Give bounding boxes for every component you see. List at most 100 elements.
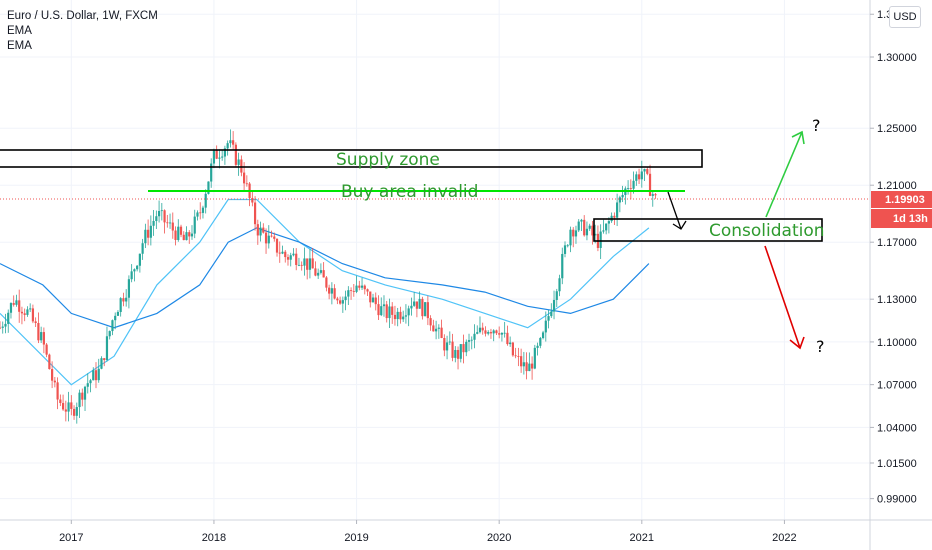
price-tick-label: 0.99000 xyxy=(877,494,917,506)
candle-body xyxy=(580,219,583,222)
candle-body xyxy=(330,288,333,294)
price-tick-label: 1.13000 xyxy=(877,294,917,306)
candle-body xyxy=(166,222,169,224)
candle-body xyxy=(591,225,594,236)
time-tick-label: 2021 xyxy=(630,532,654,544)
last-price-value: 1.19903 xyxy=(885,194,925,206)
candle-body xyxy=(509,342,512,345)
candle-body xyxy=(366,289,369,292)
consolidation-label: Consolidation xyxy=(709,221,825,241)
time-tick-label: 2017 xyxy=(59,532,83,544)
candle-body xyxy=(210,163,213,182)
candle-body xyxy=(322,270,325,278)
candle-body xyxy=(105,336,109,361)
candle-body xyxy=(421,298,424,317)
candle-body xyxy=(445,342,449,351)
candle-body xyxy=(262,227,265,233)
candle-body xyxy=(314,268,317,276)
bearish-arrow xyxy=(764,245,805,350)
candle-body xyxy=(70,402,73,409)
candle-body xyxy=(188,232,191,237)
candle-body xyxy=(7,312,10,324)
candle-body xyxy=(26,309,29,315)
candle-body xyxy=(308,258,312,270)
candle-body xyxy=(440,327,443,338)
candle-body xyxy=(45,344,48,355)
price-tick-label: 1.21000 xyxy=(877,180,917,192)
candle-body xyxy=(404,315,408,317)
candle-body xyxy=(4,323,7,327)
candle-body xyxy=(429,318,432,326)
candle-body xyxy=(199,212,202,214)
candle-body xyxy=(555,291,558,300)
candle-body xyxy=(541,332,545,339)
question-up: ? xyxy=(812,116,821,135)
candle-body xyxy=(116,311,120,316)
candle-body xyxy=(629,188,632,190)
candle-body xyxy=(221,156,224,158)
supply-zone-box[interactable] xyxy=(0,149,703,168)
candle-body xyxy=(245,183,248,185)
ema-indicator-2[interactable]: EMA xyxy=(7,40,32,52)
candle-body xyxy=(147,229,150,238)
candle-body xyxy=(640,171,643,180)
candle-body xyxy=(89,380,92,384)
candle-body xyxy=(371,297,375,303)
candle-body xyxy=(149,225,152,238)
candle-body xyxy=(29,308,32,310)
candle-body xyxy=(525,362,528,372)
candle-body xyxy=(9,303,13,313)
candle-body xyxy=(204,193,207,208)
candle-body xyxy=(267,235,270,244)
currency-button[interactable]: USD xyxy=(889,6,921,28)
candle-body xyxy=(484,330,487,334)
candle-body xyxy=(226,143,229,149)
candle-body xyxy=(626,188,630,190)
candle-body xyxy=(185,232,188,241)
time-scale[interactable]: 2017 2018 2019 2020 2021 2022 xyxy=(59,520,797,544)
candle-body xyxy=(81,392,84,400)
candle-body xyxy=(456,349,460,359)
candle-body xyxy=(275,238,279,253)
candle-body xyxy=(632,180,635,189)
candle-body xyxy=(201,207,205,213)
candle-body xyxy=(360,285,364,288)
candle-body xyxy=(643,169,646,172)
last-price-tag: 1.19903 1d 13h xyxy=(871,191,932,228)
candle-body xyxy=(182,234,185,241)
candle-body xyxy=(503,332,506,334)
price-scale[interactable]: 1.330001.300001.250001.210001.170001.130… xyxy=(870,9,917,506)
candle-body xyxy=(328,287,331,294)
candle-body xyxy=(67,402,70,412)
candle-body xyxy=(72,408,76,416)
plot-area[interactable] xyxy=(0,0,870,520)
candle-body xyxy=(415,301,418,309)
candle-body xyxy=(465,341,468,353)
candle-body xyxy=(256,224,259,236)
candle-body xyxy=(31,308,35,322)
candle-body xyxy=(229,140,232,144)
candle-body xyxy=(413,301,416,306)
candle-body xyxy=(410,305,413,309)
candle-body xyxy=(443,337,446,351)
candle-body xyxy=(585,228,589,236)
symbol-title[interactable]: Euro / U.S. Dollar, 1W, FXCM xyxy=(7,10,158,22)
candle-body xyxy=(20,311,24,314)
price-tick-label: 1.10000 xyxy=(877,337,917,349)
candle-body xyxy=(12,303,15,305)
candle-body xyxy=(498,333,501,335)
ema-indicator-1[interactable]: EMA xyxy=(7,25,32,37)
bullish-arrow xyxy=(765,130,805,218)
candle-body xyxy=(552,299,556,312)
candle-body xyxy=(407,308,410,316)
candle-body xyxy=(520,356,523,367)
candle-body xyxy=(133,269,136,272)
candle-body xyxy=(391,306,394,315)
candle-body xyxy=(399,311,402,320)
candle-body xyxy=(177,226,180,240)
candle-body xyxy=(125,297,128,302)
candle-body xyxy=(648,173,652,196)
consolidation-box[interactable] xyxy=(593,218,823,242)
candle-body xyxy=(506,332,509,345)
